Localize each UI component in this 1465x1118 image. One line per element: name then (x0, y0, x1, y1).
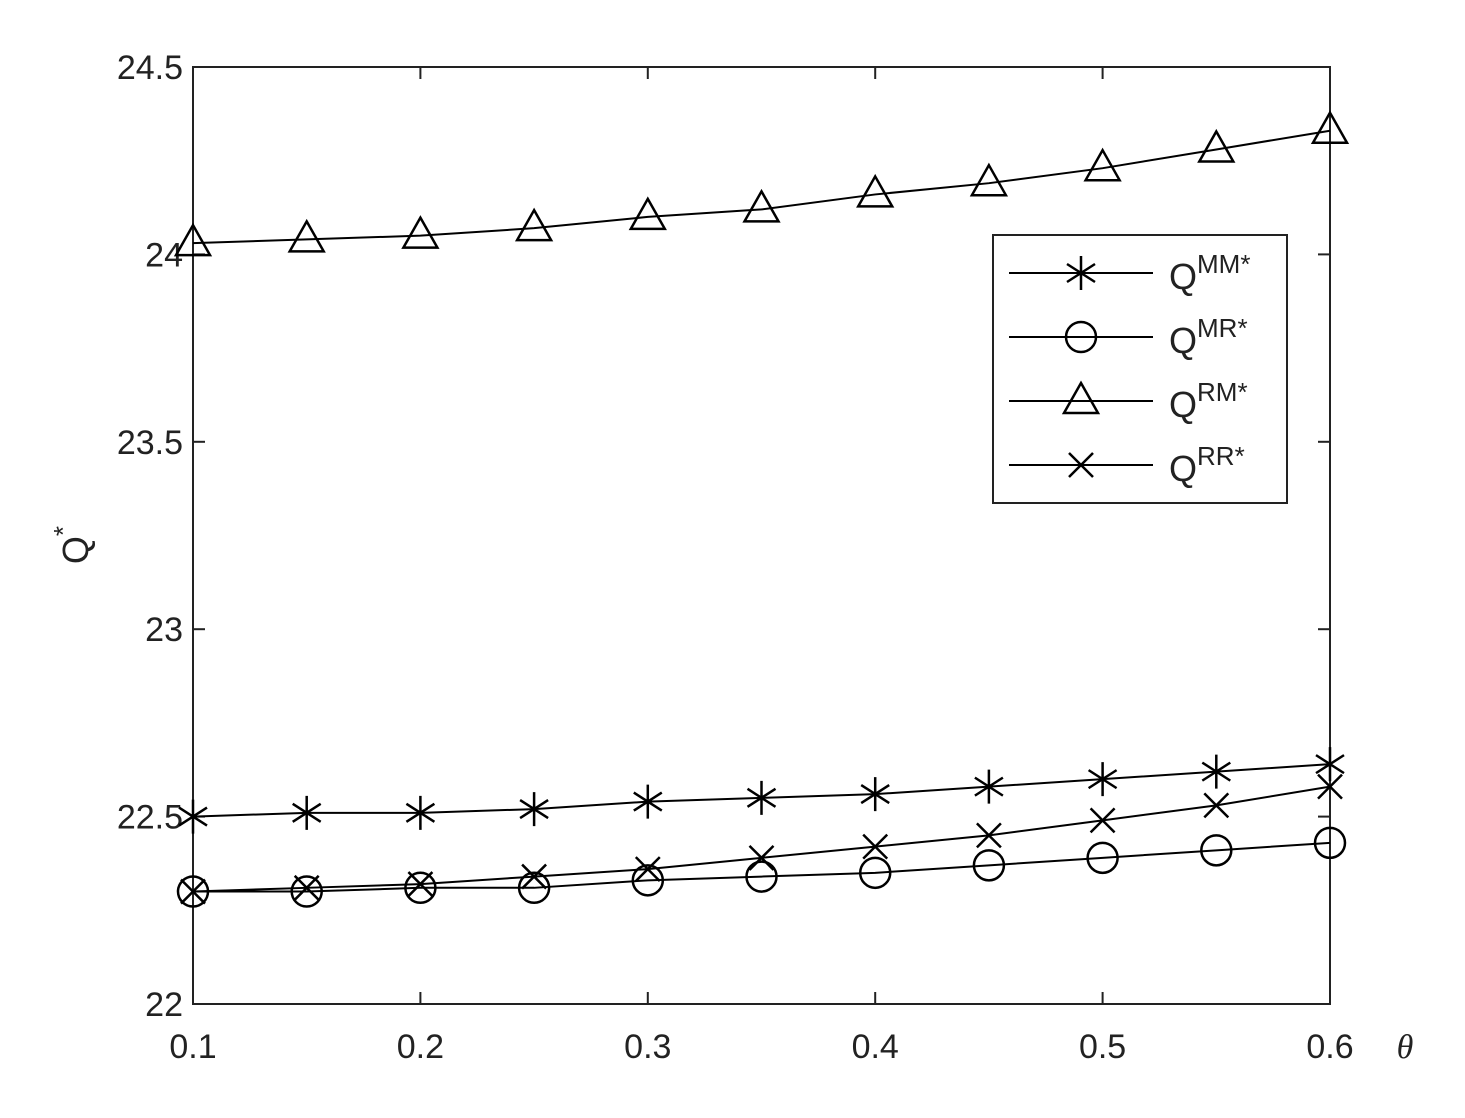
marker (976, 822, 1002, 849)
marker (972, 849, 1006, 882)
x-tick-label: 0.6 (1306, 1028, 1353, 1066)
marker (178, 799, 208, 834)
marker (746, 780, 777, 815)
marker (1086, 841, 1119, 875)
marker (631, 864, 665, 897)
x-tick-label: 0.5 (1079, 1028, 1126, 1066)
x-tick-label: 0.3 (624, 1028, 671, 1066)
x-tick-label: 0.1 (169, 1028, 216, 1066)
legend-label: QMM* (1169, 249, 1250, 297)
marker (519, 792, 549, 827)
marker (292, 795, 322, 830)
marker (856, 173, 895, 208)
marker (1197, 128, 1236, 163)
y-tick-label: 22.5 (117, 799, 183, 837)
legend-label: QMR* (1169, 313, 1248, 361)
marker (293, 874, 320, 901)
marker (633, 784, 663, 819)
marker (517, 871, 551, 905)
x-axis-label: θ (1397, 1029, 1414, 1066)
legend: QMM* QMR* QRM* QRR* (992, 234, 1288, 504)
marker (404, 871, 437, 905)
x-tick-label: 0.4 (852, 1028, 899, 1066)
legend-box (992, 234, 1288, 504)
marker (1317, 773, 1343, 800)
marker (1203, 792, 1230, 819)
marker (974, 769, 1004, 804)
marker (628, 196, 667, 231)
y-axis-label: Q* (48, 526, 96, 564)
marker (748, 844, 775, 871)
marker (1310, 110, 1350, 144)
y-tick-label: 24.5 (117, 49, 183, 87)
y-tick-label: 23.5 (117, 424, 183, 462)
legend-marker (1064, 320, 1098, 354)
marker (287, 218, 326, 253)
legend-marker (1068, 452, 1094, 478)
marker (173, 222, 213, 257)
legend-label: QRR* (1169, 441, 1245, 489)
marker (180, 878, 206, 905)
marker (1313, 826, 1347, 860)
marker (1201, 754, 1231, 789)
marker (634, 856, 661, 882)
marker (521, 863, 547, 890)
marker (862, 833, 889, 860)
marker (514, 207, 554, 242)
marker (1089, 807, 1116, 834)
marker (290, 875, 323, 908)
series-line (192, 129, 1331, 245)
legend-label: QRM* (1169, 377, 1248, 425)
legend-marker (1066, 256, 1096, 290)
marker (1083, 147, 1122, 182)
legend-marker (1061, 380, 1101, 415)
marker (858, 856, 892, 890)
marker (407, 871, 434, 897)
marker (401, 215, 440, 249)
marker (1315, 747, 1345, 782)
marker (860, 777, 890, 812)
marker (745, 860, 778, 893)
marker (969, 162, 1009, 197)
marker (1200, 834, 1233, 867)
series-line (193, 841, 1331, 893)
y-tick-label: 23 (145, 611, 183, 649)
x-tick-label: 0.2 (397, 1028, 444, 1066)
marker (405, 795, 436, 830)
marker (742, 188, 781, 223)
plot-area (192, 66, 1331, 1005)
y-tick-label: 22 (145, 986, 183, 1024)
marker (1087, 762, 1118, 797)
